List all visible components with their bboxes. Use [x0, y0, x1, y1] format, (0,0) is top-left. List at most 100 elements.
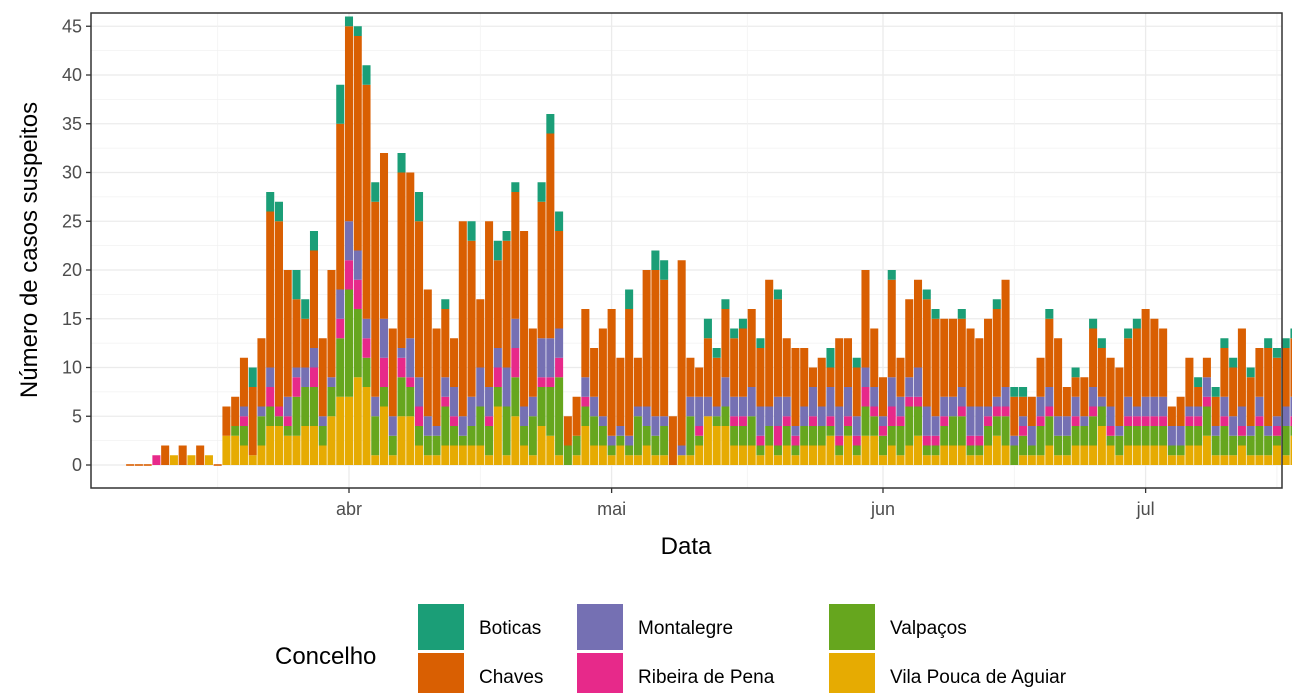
bar-segment — [432, 435, 441, 456]
legend-label: Valpaços — [890, 618, 967, 639]
bar-segment — [458, 445, 467, 465]
bar-segment — [1176, 445, 1185, 456]
bar-segment — [467, 221, 476, 241]
bar-segment — [835, 338, 844, 407]
bar-segment — [747, 416, 756, 446]
bar-segment — [511, 192, 520, 319]
bar-segment — [984, 426, 993, 446]
bar-segment — [546, 387, 555, 436]
bar-segment — [975, 445, 984, 456]
bar-segment — [1019, 435, 1028, 456]
bar-segment — [581, 426, 590, 465]
bar-segment — [1001, 445, 1010, 465]
bar-segment — [397, 153, 406, 173]
bar-segment — [686, 357, 695, 397]
y-axis-title: Número de casos suspeitos — [16, 102, 43, 398]
bar-segment — [1281, 348, 1290, 407]
bar-segment — [283, 416, 292, 426]
bar-segment — [1132, 328, 1141, 407]
bars — [126, 16, 1292, 466]
bar-segment — [309, 367, 319, 387]
bar-segment — [975, 455, 984, 465]
bar-segment — [791, 445, 800, 456]
bar-segment — [1211, 435, 1220, 456]
bar-segment — [966, 406, 975, 436]
y-tick-label: 0 — [72, 455, 82, 475]
bar-segment — [1220, 455, 1229, 465]
bar-segment — [520, 406, 529, 426]
bar-segment — [826, 416, 835, 426]
bar-segment — [248, 455, 257, 465]
bar-segment — [1220, 426, 1229, 456]
bar-segment — [1097, 406, 1106, 426]
bar-segment — [397, 416, 406, 465]
bar-segment — [371, 182, 380, 202]
bar-segment — [1229, 455, 1238, 465]
bar-segment — [1194, 387, 1203, 407]
bar-segment — [406, 416, 415, 465]
bar-segment — [738, 426, 747, 446]
bar-segment — [493, 348, 502, 368]
bar-segment — [546, 338, 555, 378]
bar-segment — [984, 406, 993, 417]
bar-segment — [1027, 445, 1036, 456]
bar-segment — [485, 416, 494, 426]
bar-segment — [1272, 445, 1281, 465]
bar-segment — [257, 416, 266, 446]
bar-segment — [1062, 455, 1071, 465]
bar-segment — [835, 455, 844, 465]
bar-segment — [1071, 426, 1080, 446]
bar-segment — [913, 396, 923, 407]
bar-segment — [152, 455, 161, 465]
bar-segment — [966, 435, 975, 446]
bar-segment — [878, 416, 888, 426]
bar-segment — [222, 435, 231, 465]
bar-segment — [1211, 455, 1220, 465]
y-tick-label: 5 — [72, 406, 82, 426]
bar-segment — [940, 318, 949, 397]
bar-segment — [861, 406, 870, 436]
bar-segment — [712, 357, 721, 407]
bar-segment — [458, 416, 467, 436]
bar-segment — [1054, 338, 1063, 417]
bar-segment — [870, 416, 879, 436]
x-tick-label: jun — [870, 499, 895, 519]
bar-segment — [178, 445, 187, 465]
bar-segment — [485, 426, 494, 456]
bar-segment — [808, 445, 817, 465]
bar-segment — [817, 357, 826, 407]
bar-segment — [1141, 426, 1150, 446]
y-tick-label: 25 — [62, 211, 82, 231]
bar-segment — [1281, 338, 1290, 348]
bar-segment — [1080, 445, 1089, 465]
bar-segment — [397, 172, 406, 348]
bar-segment — [870, 328, 879, 387]
bar-segment — [756, 455, 765, 465]
bar-segment — [309, 387, 319, 426]
legend-label: Ribeira de Pena — [638, 667, 775, 688]
bar-segment — [1264, 426, 1273, 436]
bar-segment — [1036, 455, 1045, 465]
bar-segment — [537, 387, 546, 426]
bar-segment — [344, 26, 354, 222]
bar-segment — [660, 426, 669, 456]
bar-segment — [266, 426, 275, 465]
bar-segment — [467, 426, 476, 446]
bar-segment — [388, 328, 397, 417]
bar-segment — [1167, 406, 1176, 426]
bar-segment — [563, 416, 572, 446]
bar-segment — [1150, 318, 1159, 397]
bar-segment — [913, 435, 923, 465]
bar-segment — [992, 416, 1001, 436]
bar-segment — [441, 377, 450, 397]
bar-segment — [511, 318, 520, 348]
bar-segment — [905, 406, 914, 446]
bar-segment — [756, 348, 765, 407]
bar-segment — [292, 299, 301, 368]
bar-segment — [1045, 416, 1054, 446]
bar-segment — [1281, 406, 1290, 426]
bar-segment — [415, 192, 424, 222]
bar-segment — [957, 387, 966, 407]
bar-segment — [1194, 445, 1203, 465]
